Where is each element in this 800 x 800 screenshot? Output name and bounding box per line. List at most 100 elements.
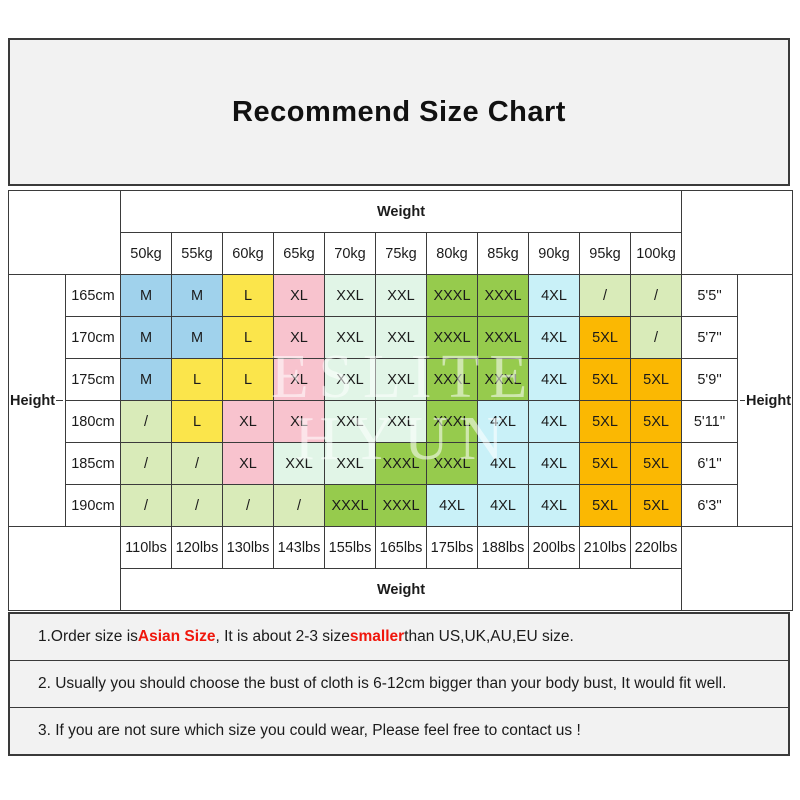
kg-header-cell: 50kg: [120, 232, 172, 275]
table-row-weight-bottom: Weight: [9, 568, 793, 611]
table-row-weight-top: Weight: [8, 190, 794, 275]
height-label-right: Height: [737, 274, 794, 527]
height-label-left-wrap: Height: [10, 392, 65, 409]
height-ft-cell: 5'11'': [681, 400, 739, 443]
note-text: than US,UK,AU,EU size.: [404, 628, 574, 645]
size-cell: XXXL: [426, 358, 478, 401]
table-row: 170cm M M L XL XXL XXL XXXL XXXL 4XL 5XL/5'7'': [9, 316, 793, 359]
page-title: Recommend Size Chart: [232, 95, 566, 128]
size-cell: 5XL: [629, 400, 683, 443]
size-cell: M: [120, 358, 172, 401]
height-cm-cell: 170cm: [65, 316, 121, 359]
height-label-text: Height: [10, 392, 56, 409]
size-cell: 5XL: [579, 484, 631, 527]
size-cell: /: [222, 484, 274, 527]
size-cell: XXXL: [477, 274, 529, 317]
size-cell: 4XL: [477, 400, 529, 443]
note-line-1: 1.Order size is Asian Size, It is about …: [10, 614, 788, 660]
height-label-text: Height: [745, 392, 792, 409]
size-cell: XXXL: [426, 316, 478, 359]
size-cell: 5XL: [579, 358, 631, 401]
kg-header-cell: 75kg: [375, 232, 427, 275]
size-cell: M: [171, 316, 223, 359]
corner-top-left: [8, 190, 121, 275]
lbs-header-cell: 120lbs: [171, 526, 223, 569]
height-cm-cell: 180cm: [65, 400, 121, 443]
size-cell: 4XL: [477, 442, 529, 485]
size-cell: XXL: [375, 400, 427, 443]
table-row: 185cm / / XL XXL XXL XXXL XXXL 4XL 4XL 5XL 5XL 6'1'': [9, 442, 793, 485]
corner-top-right: [681, 190, 794, 275]
size-cell: XXL: [324, 358, 376, 401]
size-cell: XXXL: [375, 442, 427, 485]
height-label-left: Height: [8, 274, 66, 527]
size-cell: XXXL: [426, 442, 478, 485]
lbs-header-cell: 210lbs: [579, 526, 631, 569]
size-cell: XL: [273, 358, 325, 401]
size-cell: /: [120, 400, 172, 443]
size-cell: 4XL: [528, 400, 580, 443]
size-cell: 4XL: [528, 442, 580, 485]
size-cell: M: [171, 274, 223, 317]
note-text: 3. If you are not sure which size you co…: [38, 722, 581, 739]
size-cell: L: [171, 400, 223, 443]
size-cell: 5XL: [579, 400, 631, 443]
lbs-header-cell: 175lbs: [426, 526, 478, 569]
size-cell: 4XL: [528, 316, 580, 359]
note-accent-text: Asian Size: [137, 628, 216, 645]
height-ft-cell: 6'3'': [681, 484, 739, 527]
table-row-kg: 50kg 55kg 60kg 65kg 70kg 75kg 80kg 85kg 90kg 95kg…: [9, 232, 793, 275]
lbs-header-cell: 155lbs: [324, 526, 376, 569]
table-row: 190cm / / / / XXXL XXXL 4XL 4XL 4XL 5XL 5XL 6'3'': [9, 484, 793, 527]
lbs-header-cell: 165lbs: [375, 526, 427, 569]
size-cell: 5XL: [579, 316, 631, 359]
height-label-right-wrap: Height: [739, 392, 792, 409]
size-cell: M: [120, 274, 172, 317]
notes-box: 1.Order size is Asian Size, It is about …: [8, 612, 790, 756]
title-box: Recommend Size Chart: [8, 38, 790, 186]
lbs-header-cell: 143lbs: [273, 526, 325, 569]
table-row: 175cm M L L XL XXL XXL XXXL XXXL 4XL 5XL 5XL 5'9'': [9, 358, 793, 401]
lbs-header-cell: 110lbs: [120, 526, 172, 569]
height-ft-cell: 5'9'': [681, 358, 739, 401]
size-cell: 5XL: [579, 442, 631, 485]
size-cell: 5XL: [629, 484, 683, 527]
size-cell: XXL: [324, 400, 376, 443]
size-cell: /: [120, 442, 172, 485]
height-ft-cell: 5'5'': [681, 274, 739, 317]
kg-header-cell: 55kg: [171, 232, 223, 275]
height-label-line: [56, 400, 63, 401]
table-row: 180cm / L XL XL XXL XXL XXXL 4XL 4XL 5XL 5XL 5'11'': [9, 400, 793, 443]
note-line-2: 2. Usually you should choose the bust of…: [10, 660, 788, 707]
size-cell: 4XL: [528, 274, 580, 317]
size-cell: L: [222, 274, 274, 317]
height-cm-cell: 175cm: [65, 358, 121, 401]
kg-header-cell: 70kg: [324, 232, 376, 275]
size-cell: XXXL: [477, 358, 529, 401]
corner-bottom-left: [8, 526, 121, 611]
size-chart-table-body: Weight 50kg 55kg 60kg 65kg 70kg 75kg 80kg 85kg 90…: [8, 190, 794, 611]
lbs-header-cell: 130lbs: [222, 526, 274, 569]
size-cell: XL: [222, 400, 274, 443]
table-row: Height 165cm M M L XL XXL XXL XXXL XXXL 4XL //5'5''…: [8, 274, 794, 527]
size-cell: XL: [273, 316, 325, 359]
corner-bottom-right: [681, 526, 794, 611]
size-cell: M: [120, 316, 172, 359]
size-cell: XXXL: [375, 484, 427, 527]
kg-header-cell: 95kg: [579, 232, 631, 275]
size-cell: /: [171, 484, 223, 527]
size-chart-table: Weight 50kg 55kg 60kg 65kg 70kg 75kg 80kg 85kg 90…: [8, 190, 794, 611]
kg-header-cell: 65kg: [273, 232, 325, 275]
note-text: , It is about 2-3 size: [215, 628, 350, 645]
size-cell: 5XL: [629, 442, 683, 485]
size-cell: XXXL: [324, 484, 376, 527]
size-cell: 4XL: [528, 484, 580, 527]
size-cell: 4XL: [477, 484, 529, 527]
size-cell: /: [171, 442, 223, 485]
size-cell: XXXL: [477, 316, 529, 359]
kg-header-cell: 80kg: [426, 232, 478, 275]
weight-header-bottom: Weight: [119, 568, 683, 611]
size-cell: /: [120, 484, 172, 527]
height-cm-cell: 190cm: [65, 484, 121, 527]
